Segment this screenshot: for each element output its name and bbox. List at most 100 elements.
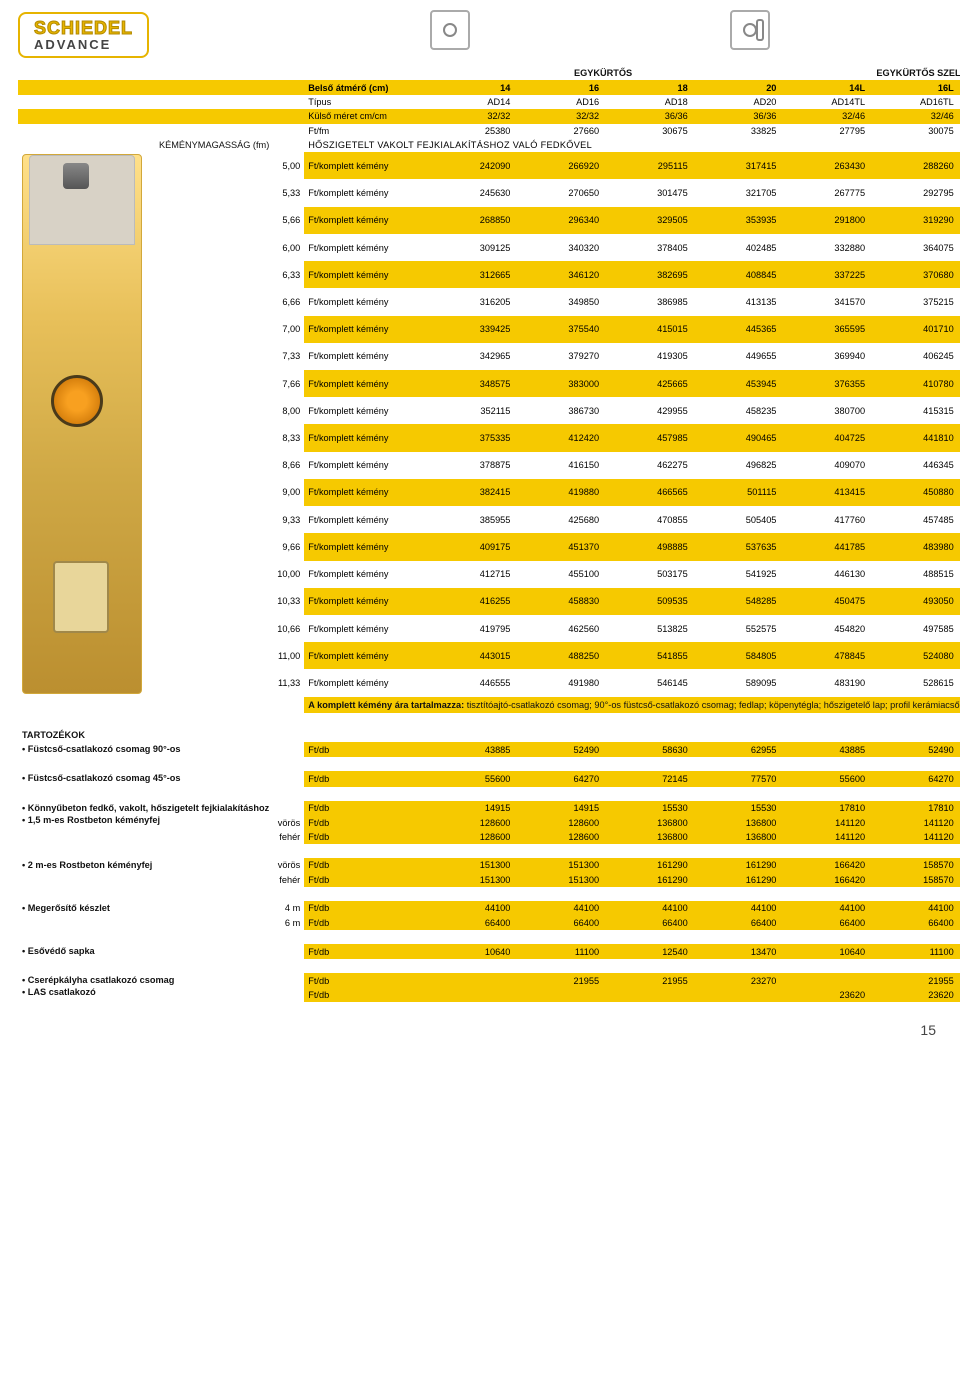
accessory-price-cell: 151300 — [514, 858, 603, 872]
price-cell: 524080 — [869, 642, 958, 669]
price-cell: 429955 — [603, 397, 692, 424]
accessory-price-cell: 64270 — [514, 771, 603, 787]
group-header-2: EGYKÜRTŐS SZELLŐZŐ KÜRTŐVEL — [780, 66, 960, 80]
price-cell: 291800 — [780, 207, 869, 234]
diameter-row: Belső átmérő (cm) 14 16 18 20 14L 16L 18… — [18, 80, 960, 94]
price-cell: 457985 — [603, 424, 692, 451]
accessory-price-cell: 136800 — [692, 816, 781, 830]
price-cell: 375215 — [869, 288, 958, 315]
accessory-price-cell: 55600 — [426, 771, 515, 787]
price-cell: 416255 — [426, 588, 515, 615]
price-cell: 295115 — [603, 152, 692, 179]
unit-cell: Ft/komplett kémény — [304, 615, 425, 642]
accessory-price-cell: 58630 — [603, 742, 692, 758]
price-cell: 425680 — [514, 506, 603, 533]
height-cell: 7,00 — [273, 316, 304, 343]
price-cell: 528615 — [869, 669, 958, 696]
price-cell: 339425 — [426, 316, 515, 343]
accessory-unit: Ft/db — [304, 816, 425, 830]
price-cell: 445365 — [692, 316, 781, 343]
price-cell: 419880 — [514, 479, 603, 506]
price-cell: 546145 — [603, 669, 692, 696]
accessory-price-cell: 17810 — [780, 801, 869, 815]
unit-cell: Ft/komplett kémény — [304, 370, 425, 397]
price-cell: 312665 — [426, 261, 515, 288]
price-cell: 488515 — [869, 561, 958, 588]
accessory-price-cell: 11100 — [869, 944, 958, 960]
price-cell: 470855 — [603, 506, 692, 533]
section-header-row: KÉMÉNYMAGASSÁG (fm) HŐSZIGETELT VAKOLT F… — [18, 138, 960, 152]
accessory-price-cell: 21955 — [603, 973, 692, 987]
chimney-image-cell — [18, 152, 273, 696]
accessory-price-cell: 15530 — [692, 801, 781, 815]
price-cell: 412420 — [514, 424, 603, 451]
height-cell: 8,00 — [273, 397, 304, 424]
price-cell: 417760 — [780, 506, 869, 533]
accessory-unit: Ft/db — [304, 801, 425, 815]
price-cell: 462275 — [603, 452, 692, 479]
price-cell: 451370 — [514, 533, 603, 560]
accessory-label: • Könnyűbeton fedkő, vakolt, hőszigetelt… — [18, 801, 273, 844]
accessory-price-cell: 136800 — [603, 830, 692, 844]
accessory-price-cell: 62955 — [692, 742, 781, 758]
price-cell: 441810 — [869, 424, 958, 451]
height-cell: 9,00 — [273, 479, 304, 506]
accessory-label: • Megerősítő készlet — [18, 901, 273, 930]
accessory-price-cell: 23620 — [780, 988, 869, 1002]
price-cell: 410780 — [869, 370, 958, 397]
price-cell: 352115 — [426, 397, 515, 424]
ftfm-row: Ft/fm 25380 27660 30675 33825 27795 3007… — [18, 124, 960, 138]
spacer-row — [18, 787, 960, 801]
unit-cell: Ft/komplett kémény — [304, 506, 425, 533]
price-cell: 386730 — [514, 397, 603, 424]
price-cell: 382695 — [603, 261, 692, 288]
accessory-unit: Ft/db — [304, 988, 425, 1002]
accessory-price-cell: 64270 — [869, 771, 958, 787]
unit-cell: Ft/komplett kémény — [304, 561, 425, 588]
accessory-price-cell: 161290 — [603, 858, 692, 872]
section-label: HŐSZIGETELT VAKOLT FEJKIALAKÍTÁSHOZ VALÓ… — [304, 138, 960, 152]
price-cell: 266920 — [514, 152, 603, 179]
unit-cell: Ft/komplett kémény — [304, 152, 425, 179]
price-cell: 245630 — [426, 179, 515, 206]
price-cell: 292795 — [869, 179, 958, 206]
outer-row: Külső méret cm/cm 32/32 32/32 36/36 36/3… — [18, 109, 960, 123]
page: SCHIEDEL ADVANCE EGYKÜRTŐS EGYKÜRTŐS SZE… — [0, 0, 960, 1046]
unit-cell: Ft/komplett kémény — [304, 424, 425, 451]
flue-vent-icon — [730, 10, 770, 50]
price-cell: 483980 — [869, 533, 958, 560]
accessory-price-cell: 44100 — [780, 901, 869, 915]
height-cell: 9,66 — [273, 533, 304, 560]
unit-cell: Ft/komplett kémény — [304, 207, 425, 234]
col-ftfm-2: 30675 — [603, 124, 692, 138]
height-cell: 8,33 — [273, 424, 304, 451]
accessory-row: • Megerősítő készlet4 mFt/db441004410044… — [18, 901, 960, 915]
price-cell: 455100 — [514, 561, 603, 588]
price-cell: 483190 — [780, 669, 869, 696]
unit-cell: Ft/komplett kémény — [304, 452, 425, 479]
unit-cell: Ft/komplett kémény — [304, 588, 425, 615]
accessory-price-cell: 72145 — [603, 771, 692, 787]
price-cell: 412715 — [426, 561, 515, 588]
price-cell: 296340 — [514, 207, 603, 234]
accessory-price-cell: 17810 — [869, 801, 958, 815]
accessory-price-cell — [692, 988, 781, 1002]
type-row: Típus AD14 AD16 AD18 AD20 AD14TL AD16TL … — [18, 95, 960, 109]
accessory-price-cell: 43885 — [426, 742, 515, 758]
col-diam-0: 14 — [426, 80, 515, 94]
accessory-unit: Ft/db — [304, 858, 425, 872]
price-cell: 450880 — [869, 479, 958, 506]
price-cell: 408845 — [692, 261, 781, 288]
price-cell: 548285 — [692, 588, 781, 615]
height-cell: 5,66 — [273, 207, 304, 234]
accessory-price-cell: 44100 — [692, 901, 781, 915]
height-cell: 7,33 — [273, 343, 304, 370]
price-cell: 446130 — [780, 561, 869, 588]
col-type-3: AD20 — [692, 95, 781, 109]
accessory-price-cell: 141120 — [869, 830, 958, 844]
accessory-price-cell: 77570 — [692, 771, 781, 787]
height-cell: 10,00 — [273, 561, 304, 588]
price-cell: 552575 — [692, 615, 781, 642]
accessory-variant — [273, 742, 304, 758]
price-cell: 340320 — [514, 234, 603, 261]
